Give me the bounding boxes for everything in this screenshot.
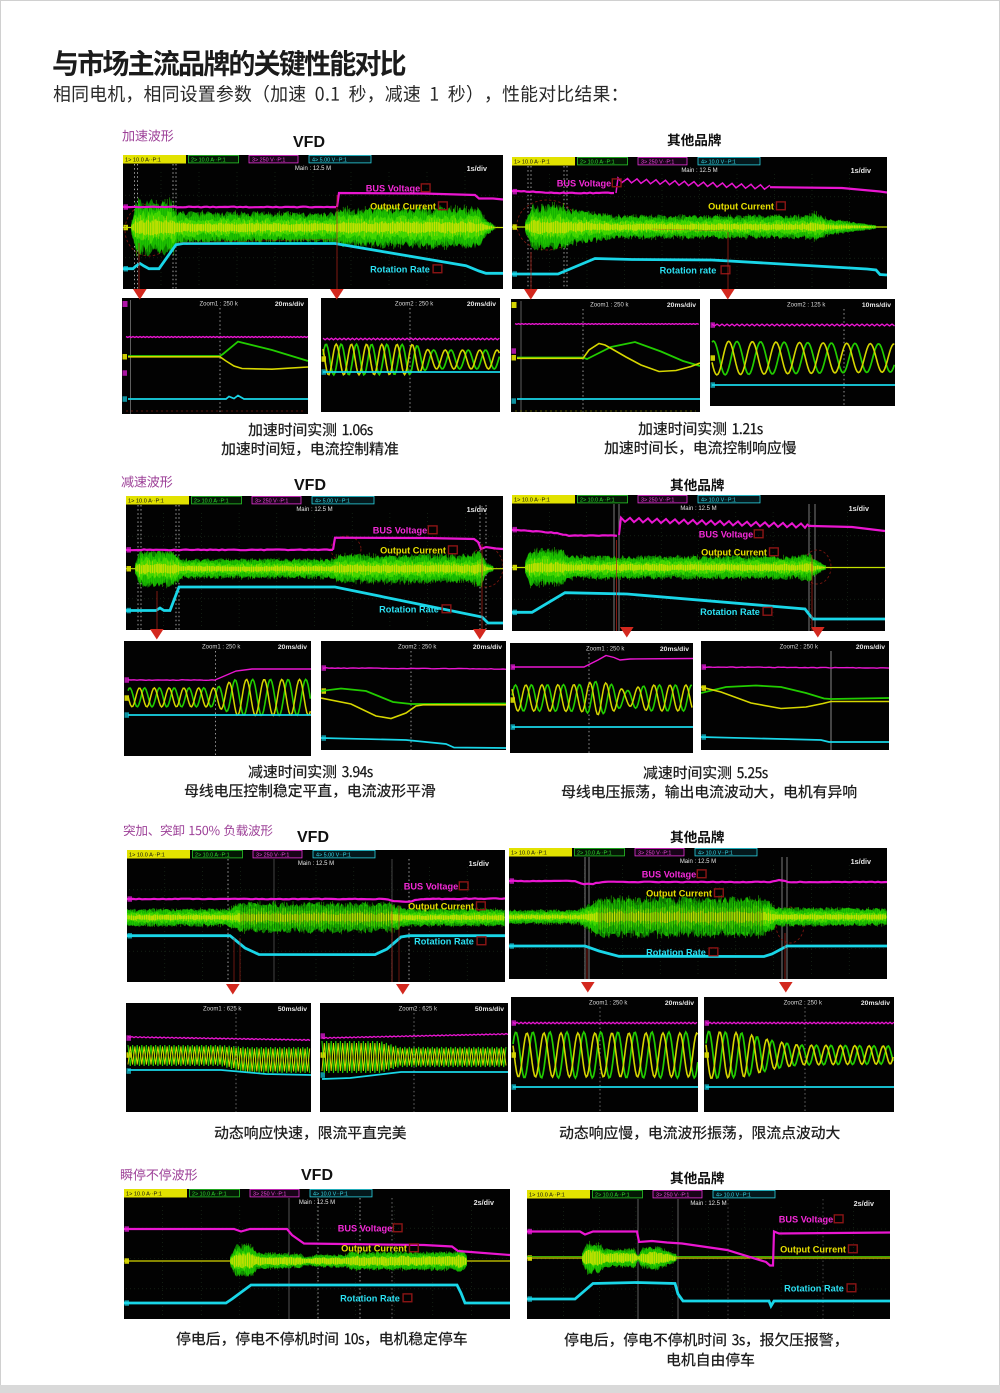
- svg-text:Main : 12.5 M: Main : 12.5 M: [298, 861, 334, 867]
- svg-text:4> 10.0 V··P:1: 4> 10.0 V··P:1: [701, 498, 736, 504]
- svg-text:2> 10.0 A··P:1: 2> 10.0 A··P:1: [192, 1192, 227, 1198]
- svg-text:Output Current: Output Current: [780, 1244, 846, 1254]
- svg-text:Output Current: Output Current: [341, 1243, 407, 1253]
- svg-text:Zoom2 : 625 k: Zoom2 : 625 k: [399, 1007, 438, 1013]
- svg-text:BUS Voltage: BUS Voltage: [557, 178, 611, 188]
- svg-text:20ms/div: 20ms/div: [275, 301, 304, 308]
- svg-text:Output Current: Output Current: [708, 201, 774, 211]
- svg-text:3> 250 V··P:1: 3> 250 V··P:1: [253, 1192, 286, 1198]
- svg-text:Main : 12.5 M: Main : 12.5 M: [690, 1201, 726, 1207]
- svg-text:1> 10.0 A··P:1: 1> 10.0 A··P:1: [514, 160, 550, 166]
- svg-text:Output Current: Output Current: [646, 888, 712, 898]
- svg-text:BUS Voltage: BUS Voltage: [404, 881, 458, 891]
- svg-text:Main : 12.5 M: Main : 12.5 M: [295, 166, 331, 172]
- svg-text:20ms/div: 20ms/div: [467, 301, 496, 308]
- svg-text:4> 10.0 V··P:1: 4> 10.0 V··P:1: [716, 1193, 751, 1199]
- svg-text:1s/div: 1s/div: [469, 859, 489, 868]
- svg-text:Rotation Rate: Rotation Rate: [340, 1293, 400, 1303]
- svg-text:Rotation Rate: Rotation Rate: [370, 264, 430, 274]
- svg-text:Zoom2 : 125 k: Zoom2 : 125 k: [787, 303, 826, 309]
- svg-text:4> 5.00 V··P:1: 4> 5.00 V··P:1: [312, 158, 347, 164]
- svg-text:3> 250 V··P:1: 3> 250 V··P:1: [656, 1193, 689, 1199]
- svg-text:3> 250 V··P:1: 3> 250 V··P:1: [255, 499, 288, 505]
- svg-text:1s/div: 1s/div: [467, 164, 487, 173]
- svg-text:Output Current: Output Current: [701, 547, 767, 557]
- svg-text:Zoom2 : 250 k: Zoom2 : 250 k: [395, 302, 434, 308]
- svg-text:2> 10.0 A··P:1: 2> 10.0 A··P:1: [194, 499, 229, 505]
- svg-text:1> 10.0 A··P:1: 1> 10.0 A··P:1: [514, 498, 550, 504]
- svg-text:3> 250 V··P:1: 3> 250 V··P:1: [256, 853, 289, 859]
- svg-text:Output Current: Output Current: [380, 545, 446, 555]
- svg-text:1> 10.0 A··P:1: 1> 10.0 A··P:1: [529, 1193, 565, 1199]
- svg-text:3> 250 V··P:1: 3> 250 V··P:1: [252, 158, 285, 164]
- svg-text:Rotation Rate: Rotation Rate: [379, 604, 439, 614]
- svg-text:Zoom2 : 250 k: Zoom2 : 250 k: [784, 1001, 823, 1007]
- svg-text:BUS Voltage: BUS Voltage: [366, 183, 420, 193]
- svg-text:1> 10.0 A··P:1: 1> 10.0 A··P:1: [125, 158, 161, 164]
- svg-text:Main : 12.5 M: Main : 12.5 M: [680, 859, 716, 865]
- svg-text:50ms/div: 50ms/div: [475, 1006, 504, 1013]
- svg-text:4> 10.0 V··P:1: 4> 10.0 V··P:1: [313, 1192, 348, 1198]
- svg-text:4> 5.00 V··P:1: 4> 5.00 V··P:1: [315, 499, 350, 505]
- svg-text:20ms/div: 20ms/div: [473, 644, 502, 651]
- svg-text:1s/div: 1s/div: [467, 505, 487, 514]
- svg-text:3> 250 V··P:1: 3> 250 V··P:1: [638, 851, 671, 857]
- svg-text:Zoom1 : 250 k: Zoom1 : 250 k: [590, 303, 629, 309]
- svg-text:Main : 12.5 M: Main : 12.5 M: [681, 168, 717, 174]
- svg-text:2> 10.0 A··P:1: 2> 10.0 A··P:1: [595, 1193, 630, 1199]
- svg-text:3> 250 V··P:1: 3> 250 V··P:1: [641, 160, 674, 166]
- svg-text:1s/div: 1s/div: [851, 857, 871, 866]
- svg-text:BUS Voltage: BUS Voltage: [779, 1214, 833, 1224]
- svg-text:BUS Voltage: BUS Voltage: [338, 1223, 392, 1233]
- svg-text:BUS Voltage: BUS Voltage: [373, 525, 427, 535]
- svg-text:20ms/div: 20ms/div: [660, 646, 689, 653]
- svg-text:Rotation Rate: Rotation Rate: [646, 947, 706, 957]
- svg-text:2s/div: 2s/div: [854, 1199, 874, 1208]
- svg-text:4> 10.0 V··P:1: 4> 10.0 V··P:1: [698, 851, 733, 857]
- svg-text:1s/div: 1s/div: [849, 504, 869, 513]
- svg-text:2s/div: 2s/div: [474, 1198, 494, 1207]
- svg-text:20ms/div: 20ms/div: [861, 1000, 890, 1007]
- svg-text:Zoom1 : 250 k: Zoom1 : 250 k: [200, 302, 239, 308]
- svg-text:Output Current: Output Current: [370, 201, 436, 211]
- svg-text:Rotation Rate: Rotation Rate: [700, 607, 760, 617]
- svg-text:Main : 12.5 M: Main : 12.5 M: [299, 1200, 335, 1206]
- svg-text:2> 10.0 A··P:1: 2> 10.0 A··P:1: [580, 160, 615, 166]
- svg-text:Rotation Rate: Rotation Rate: [414, 936, 474, 946]
- svg-text:1> 10.0 A··P:1: 1> 10.0 A··P:1: [128, 499, 164, 505]
- svg-text:1> 10.0 A··P:1: 1> 10.0 A··P:1: [126, 1192, 162, 1198]
- svg-text:Main : 12.5 M: Main : 12.5 M: [680, 506, 716, 512]
- svg-text:4> 5.00 V··P:1: 4> 5.00 V··P:1: [316, 853, 351, 859]
- svg-text:20ms/div: 20ms/div: [278, 644, 307, 651]
- svg-text:BUS Voltage: BUS Voltage: [642, 869, 696, 879]
- svg-text:2> 10.0 A··P:1: 2> 10.0 A··P:1: [577, 851, 612, 857]
- svg-text:20ms/div: 20ms/div: [667, 302, 696, 309]
- svg-text:4> 10.0 V··P:1: 4> 10.0 V··P:1: [701, 160, 736, 166]
- svg-text:2> 10.0 A··P:1: 2> 10.0 A··P:1: [580, 498, 615, 504]
- svg-text:Main : 12.5 M: Main : 12.5 M: [296, 507, 332, 513]
- svg-text:Zoom1 : 625 k: Zoom1 : 625 k: [203, 1007, 242, 1013]
- svg-text:Zoom2 : 250 k: Zoom2 : 250 k: [780, 645, 819, 651]
- svg-text:2> 10.0 A··P:1: 2> 10.0 A··P:1: [195, 853, 230, 859]
- svg-text:Rotation Rate: Rotation Rate: [784, 1283, 844, 1293]
- svg-text:1> 10.0 A··P:1: 1> 10.0 A··P:1: [129, 853, 165, 859]
- svg-text:Zoom2 : 250 k: Zoom2 : 250 k: [398, 645, 437, 651]
- svg-text:20ms/div: 20ms/div: [665, 1000, 694, 1007]
- svg-text:1> 10.0 A··P:1: 1> 10.0 A··P:1: [511, 851, 547, 857]
- svg-text:Rotation rate: Rotation rate: [660, 265, 717, 275]
- svg-text:Zoom1 : 250 k: Zoom1 : 250 k: [589, 1001, 628, 1007]
- svg-text:1s/div: 1s/div: [851, 166, 871, 175]
- svg-text:Zoom1 : 250 k: Zoom1 : 250 k: [202, 645, 241, 651]
- svg-text:2> 10.0 A··P:1: 2> 10.0 A··P:1: [191, 158, 226, 164]
- svg-text:20ms/div: 20ms/div: [856, 644, 885, 651]
- svg-text:Output Current: Output Current: [408, 901, 474, 911]
- svg-text:3> 250 V··P:1: 3> 250 V··P:1: [641, 498, 674, 504]
- svg-text:50ms/div: 50ms/div: [278, 1006, 307, 1013]
- svg-text:10ms/div: 10ms/div: [862, 302, 891, 309]
- svg-text:Zoom1 : 250 k: Zoom1 : 250 k: [586, 647, 625, 653]
- svg-text:BUS Voltage: BUS Voltage: [699, 529, 753, 539]
